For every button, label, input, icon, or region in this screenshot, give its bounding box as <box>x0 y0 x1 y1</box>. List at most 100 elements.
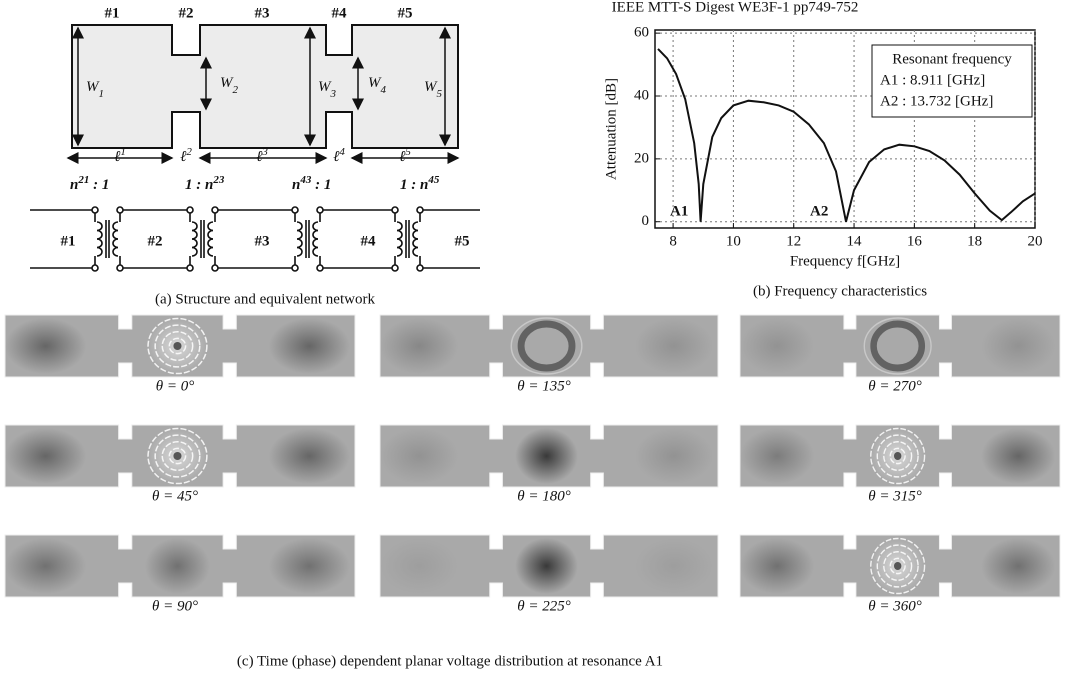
length-label: ℓ5 <box>399 146 411 166</box>
coil <box>413 222 418 231</box>
field-blob <box>5 318 86 374</box>
phase-label: θ = 270° <box>868 378 922 394</box>
coil <box>397 248 402 257</box>
field-core <box>173 342 181 350</box>
section-label: #3 <box>255 5 270 21</box>
field-blob <box>635 318 713 374</box>
label-part: : 1 <box>311 177 331 193</box>
terminal <box>417 207 423 213</box>
field-frame <box>380 425 718 487</box>
caption: (a) Structure and equivalent network <box>155 291 375 307</box>
field-core <box>894 562 901 570</box>
label-part: 5 <box>437 88 443 100</box>
structure-outline <box>72 25 458 148</box>
x-tick-label: 12 <box>786 233 801 249</box>
field-blob <box>269 538 350 594</box>
phase-label: θ = 135° <box>517 378 571 394</box>
coil <box>397 239 402 248</box>
terminal <box>117 207 123 213</box>
terminal <box>92 265 98 271</box>
label-part: 3 <box>261 146 268 158</box>
label-part: n <box>292 177 300 193</box>
coil <box>113 222 118 231</box>
coil <box>97 239 102 248</box>
label-part: 1 : n <box>400 177 428 193</box>
annotation: A2 <box>810 203 828 219</box>
coil <box>413 248 418 257</box>
section-label: #2 <box>179 5 194 21</box>
coil <box>208 239 213 248</box>
terminal <box>212 207 218 213</box>
y-tick-label: 40 <box>634 87 649 103</box>
section-label: #1 <box>105 5 120 21</box>
port-label: #3 <box>255 233 270 249</box>
coil <box>113 231 118 240</box>
field-blob <box>515 428 578 484</box>
coil <box>313 239 318 248</box>
y-tick-label: 60 <box>634 25 649 41</box>
terminal <box>117 265 123 271</box>
x-tick-label: 20 <box>1028 233 1043 249</box>
label-part: n <box>70 177 78 193</box>
coil <box>397 231 402 240</box>
field-blob <box>5 428 86 484</box>
turns-ratio: n43 : 1 <box>292 174 331 194</box>
x-tick-label: 14 <box>847 233 863 249</box>
section-label: #4 <box>332 5 348 21</box>
x-tick-label: 8 <box>669 233 677 249</box>
port-label: #1 <box>61 233 76 249</box>
terminal <box>92 207 98 213</box>
terminal <box>317 265 323 271</box>
label-part: 4 <box>339 146 345 158</box>
label-part: 2 <box>233 84 239 96</box>
x-tick-label: 10 <box>726 233 741 249</box>
field-blob <box>635 428 713 484</box>
field-blob <box>269 318 350 374</box>
length-label: ℓ3 <box>256 146 268 166</box>
coil <box>413 231 418 240</box>
coil <box>192 248 197 257</box>
label-part: 23 <box>212 174 225 186</box>
coil <box>208 231 213 240</box>
field-blob <box>380 428 458 484</box>
field-blob <box>740 538 814 594</box>
phase-label: θ = 45° <box>152 488 198 504</box>
caption: (c) Time (phase) dependent planar voltag… <box>237 653 663 669</box>
field-blob <box>740 428 814 484</box>
port-label: #2 <box>148 233 163 249</box>
x-tick-label: 16 <box>907 233 923 249</box>
port-label: #4 <box>361 233 377 249</box>
field-blob <box>269 428 350 484</box>
field-blob <box>981 538 1055 594</box>
field-blob <box>380 318 458 374</box>
coil <box>97 222 102 231</box>
coil <box>313 231 318 240</box>
terminal <box>417 265 423 271</box>
field-frame <box>740 535 1060 597</box>
field-blob <box>5 538 86 594</box>
x-axis-label: Frequency f[GHz] <box>790 253 900 269</box>
port-label: #5 <box>455 233 470 249</box>
phase-label: θ = 225° <box>517 598 571 614</box>
coil <box>97 248 102 257</box>
legend-title: Resonant frequency <box>892 51 1012 67</box>
coil <box>297 231 302 240</box>
figure: IEEE MTT-S Digest WE3F-1 pp749-752 #1#2#… <box>0 0 1065 680</box>
field-frame <box>380 535 718 597</box>
coil <box>113 248 118 257</box>
coil <box>413 239 418 248</box>
legend-line: A1 : 8.911 [GHz] <box>880 72 985 88</box>
terminal <box>187 265 193 271</box>
field-core <box>894 452 901 460</box>
section-label: #5 <box>398 5 413 21</box>
field-frame <box>5 535 355 597</box>
length-label: ℓ1 <box>114 146 126 166</box>
coil <box>397 222 402 231</box>
label-part: 1 <box>120 146 126 158</box>
field-frame <box>5 315 355 377</box>
terminal <box>317 207 323 213</box>
label-part: 2 <box>186 146 192 158</box>
terminal <box>187 207 193 213</box>
caption: (b) Frequency characteristics <box>753 283 927 299</box>
field-frame <box>380 315 718 377</box>
